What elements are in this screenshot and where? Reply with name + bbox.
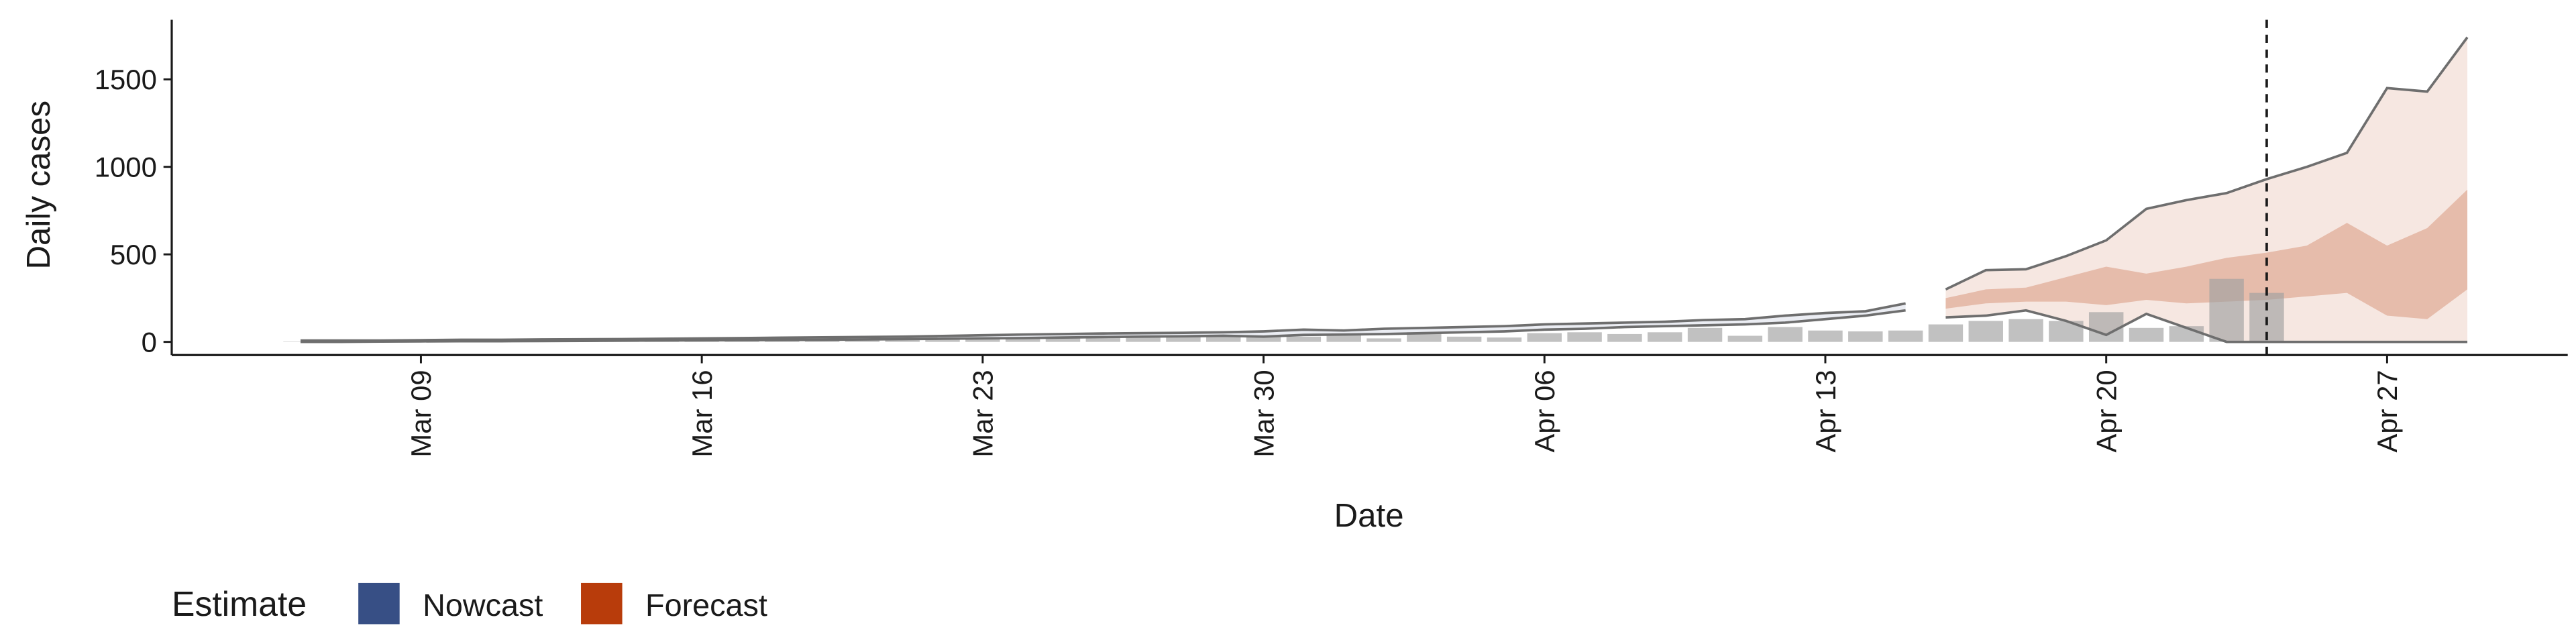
bar — [1527, 333, 1562, 342]
y-tick-label: 0 — [142, 326, 157, 358]
bound-line — [1945, 36, 2469, 291]
bar — [2129, 327, 2164, 342]
interval-90 — [1945, 37, 2468, 342]
bound-line — [1945, 309, 2468, 343]
bar — [1407, 332, 1442, 342]
x-axis-title: Date — [1334, 497, 1404, 534]
bar — [1808, 330, 1843, 342]
y-tick-label: 1500 — [95, 64, 157, 95]
bar — [965, 337, 1000, 342]
legend-label: Forecast — [645, 588, 767, 623]
bar — [1206, 335, 1241, 342]
bar — [2008, 319, 2043, 342]
legend-label: Nowcast — [423, 588, 543, 623]
bar — [1607, 333, 1642, 342]
bar — [1567, 332, 1602, 342]
x-tick-label: Mar 23 — [967, 370, 999, 457]
bound-line — [301, 309, 1906, 343]
x-tick-label: Apr 06 — [1529, 370, 1560, 452]
y-tick-label: 1000 — [95, 151, 157, 182]
bar — [1487, 337, 1522, 342]
bar — [1687, 327, 1723, 342]
bar — [1005, 337, 1040, 342]
bar — [1286, 336, 1322, 342]
bar — [1648, 332, 1682, 342]
bar — [1326, 335, 1361, 342]
x-tick-label: Apr 20 — [2090, 370, 2122, 452]
bound-line — [301, 302, 1906, 342]
y-tick-label: 500 — [110, 239, 157, 270]
interval-50 — [1945, 189, 2468, 319]
bar — [1848, 331, 1883, 342]
x-tick-label: Mar 30 — [1248, 370, 1279, 457]
bar — [1928, 324, 1964, 342]
legend-swatch — [581, 582, 623, 625]
bar — [1727, 335, 1763, 342]
bar — [283, 341, 318, 342]
legend-swatch — [358, 582, 400, 625]
bar — [1768, 327, 1803, 342]
bar — [2088, 312, 2124, 342]
bar — [1246, 335, 1281, 342]
x-tick-label: Mar 16 — [686, 370, 718, 457]
bar — [1446, 336, 1482, 342]
y-axis-title: Daily cases — [20, 101, 57, 270]
bar — [1366, 338, 1401, 342]
x-tick-label: Apr 13 — [1810, 370, 1841, 452]
bar — [1968, 321, 2003, 342]
bar — [1126, 337, 1161, 342]
bar — [1085, 336, 1121, 342]
legend-title: Estimate — [172, 584, 307, 623]
plot-area — [283, 19, 2469, 356]
bar — [2209, 278, 2244, 342]
x-tick-label: Apr 27 — [2371, 370, 2403, 452]
bar — [1166, 336, 1201, 342]
bar — [1888, 330, 1923, 342]
bar — [1045, 337, 1081, 342]
x-tick-label: Mar 09 — [405, 370, 437, 457]
